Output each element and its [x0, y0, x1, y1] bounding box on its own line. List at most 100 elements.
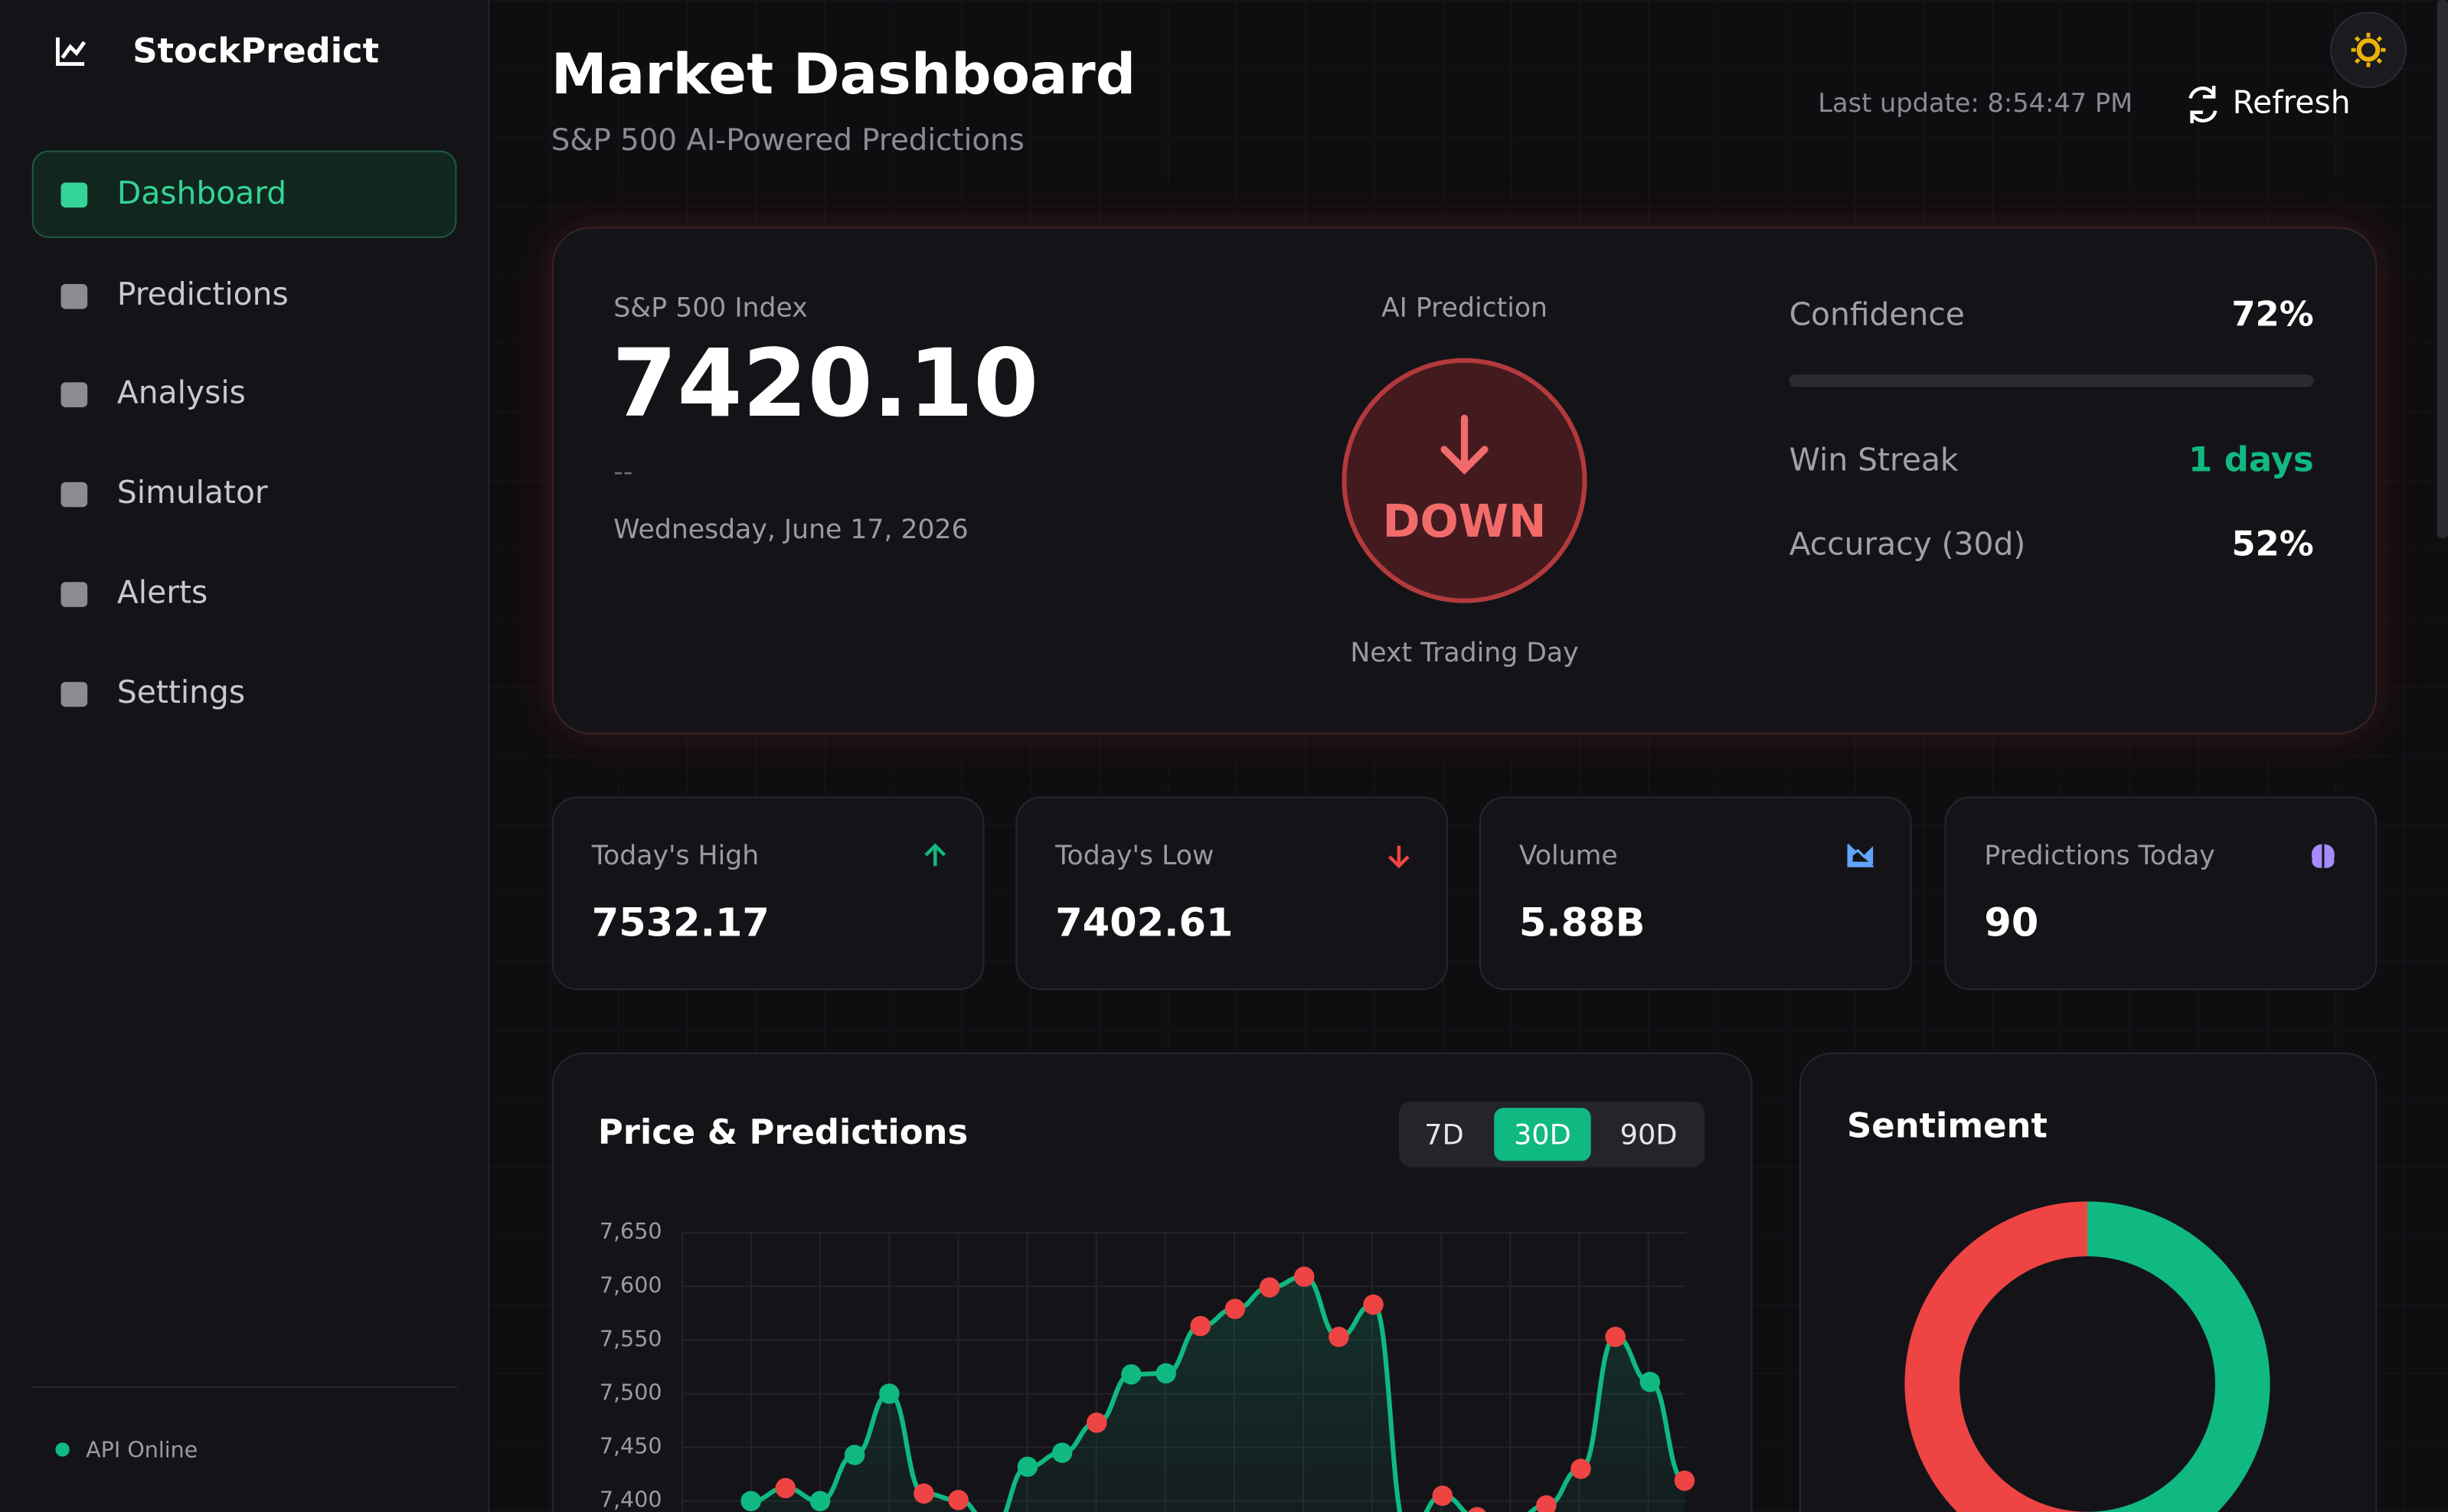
- stat-label: Predictions Today: [1984, 841, 2214, 871]
- prediction-badge: [1342, 358, 1587, 603]
- volume-icon: [1847, 844, 1874, 867]
- prediction-note: Next Trading Day: [1350, 638, 1578, 668]
- stat-value: 5.88B: [1519, 901, 1646, 946]
- status: API Online: [86, 1438, 198, 1463]
- last-update: Last update: 8:54:47 PM: [1818, 88, 2133, 118]
- stat-label: Today's Low: [1054, 841, 1214, 871]
- refresh-label[interactable]: Refresh: [2233, 84, 2351, 121]
- point: [948, 1490, 969, 1510]
- sun-icon: [2356, 38, 2381, 62]
- scrollbar: [2437, 0, 2448, 539]
- stat-value: 7402.61: [1055, 901, 1233, 946]
- metric-label: Confidence: [1789, 296, 1965, 333]
- point: [1121, 1364, 1142, 1385]
- nav-icon: [60, 182, 88, 208]
- metric-value: 72%: [2231, 294, 2313, 335]
- y-tick-label: 7,400: [600, 1488, 662, 1512]
- range-button[interactable]: 30D: [1514, 1118, 1571, 1151]
- point: [1190, 1315, 1211, 1337]
- point: [1536, 1495, 1557, 1512]
- down-icon: [1388, 845, 1410, 869]
- nav-active-bg[interactable]: [31, 150, 457, 238]
- confidence-track: [1789, 374, 2314, 387]
- theme-toggle[interactable]: [2330, 11, 2407, 89]
- refresh-button[interactable]: Refresh: [2188, 84, 2351, 124]
- nav-icon: [60, 681, 88, 707]
- metric-label: Win Streak: [1789, 441, 1959, 478]
- point: [1017, 1456, 1038, 1478]
- point: [1432, 1485, 1453, 1506]
- y-tick-label: 7,600: [600, 1272, 662, 1298]
- chart-card: [551, 1052, 1753, 1512]
- date: Wednesday, June 17, 2026: [613, 514, 968, 545]
- range-button[interactable]: 7D: [1424, 1118, 1464, 1151]
- page-subtitle: S&P 500 AI-Powered Predictions: [551, 123, 1025, 158]
- nav-item[interactable]: Dashboard: [117, 175, 286, 211]
- nav-item[interactable]: Alerts: [117, 574, 208, 611]
- nav-item[interactable]: Predictions: [117, 276, 289, 312]
- status-dot: [55, 1442, 70, 1457]
- index-label: S&P 500 Index: [613, 293, 807, 324]
- sidebar: [0, 0, 489, 1512]
- nav-item[interactable]: Settings: [117, 674, 245, 710]
- stat-label: Today's High: [591, 841, 759, 871]
- stat-card: [1479, 796, 1912, 991]
- area: [750, 1276, 1685, 1512]
- nav-icon: [60, 482, 88, 508]
- metric-value: 52%: [2231, 523, 2313, 563]
- stat-card: [1015, 796, 1449, 991]
- stat-label: Volume: [1519, 841, 1618, 871]
- nav-item[interactable]: Analysis: [117, 374, 246, 411]
- chart-title: Sentiment: [1847, 1105, 2048, 1146]
- point: [1051, 1442, 1073, 1463]
- pie-slice: [2087, 1201, 2270, 1512]
- prediction-label: AI Prediction: [1381, 293, 1548, 324]
- app-name: StockPredict: [132, 30, 379, 70]
- point: [1468, 1507, 1486, 1512]
- point: [1674, 1470, 1695, 1491]
- stat-value: 7532.17: [592, 901, 770, 946]
- point: [775, 1478, 796, 1499]
- index-change: --: [613, 457, 632, 488]
- index-value: 7420.10: [612, 328, 1038, 438]
- y-tick-label: 7,650: [600, 1219, 662, 1244]
- down-arrow: [1440, 414, 1489, 475]
- range-button[interactable]: 90D: [1620, 1118, 1678, 1151]
- metric-label: Accuracy (30d): [1789, 525, 2026, 562]
- point: [879, 1383, 900, 1404]
- sun-rays: [2351, 32, 2386, 67]
- point: [809, 1491, 831, 1511]
- pie-slice: [1904, 1201, 2088, 1512]
- stat-card: [551, 796, 985, 991]
- range-active[interactable]: [1494, 1108, 1591, 1161]
- point: [1605, 1326, 1626, 1347]
- nav-item[interactable]: Simulator: [117, 474, 268, 511]
- point: [1329, 1326, 1349, 1347]
- nav-icon: [60, 283, 88, 309]
- nav-icon: [60, 382, 88, 407]
- point: [844, 1445, 865, 1465]
- point: [1259, 1277, 1280, 1298]
- point: [1224, 1298, 1246, 1319]
- point: [740, 1491, 761, 1511]
- chart-title: Price & Predictions: [598, 1112, 968, 1152]
- y-tick-label: 7,550: [600, 1326, 662, 1351]
- point: [1293, 1266, 1315, 1287]
- point: [1570, 1458, 1591, 1479]
- up-icon: [924, 843, 946, 867]
- page-title: Market Dashboard: [551, 42, 1136, 107]
- point: [1087, 1412, 1107, 1433]
- metric-value: 1 days: [2188, 439, 2314, 479]
- point: [1639, 1371, 1661, 1393]
- prediction: DOWN: [1382, 495, 1546, 547]
- point: [1363, 1294, 1384, 1315]
- logo-icon: [55, 37, 87, 67]
- y-tick-label: 7,500: [600, 1380, 662, 1406]
- point: [914, 1483, 934, 1504]
- point: [1155, 1363, 1176, 1384]
- nav-icon: [60, 582, 88, 607]
- stat-card: [1944, 796, 2378, 991]
